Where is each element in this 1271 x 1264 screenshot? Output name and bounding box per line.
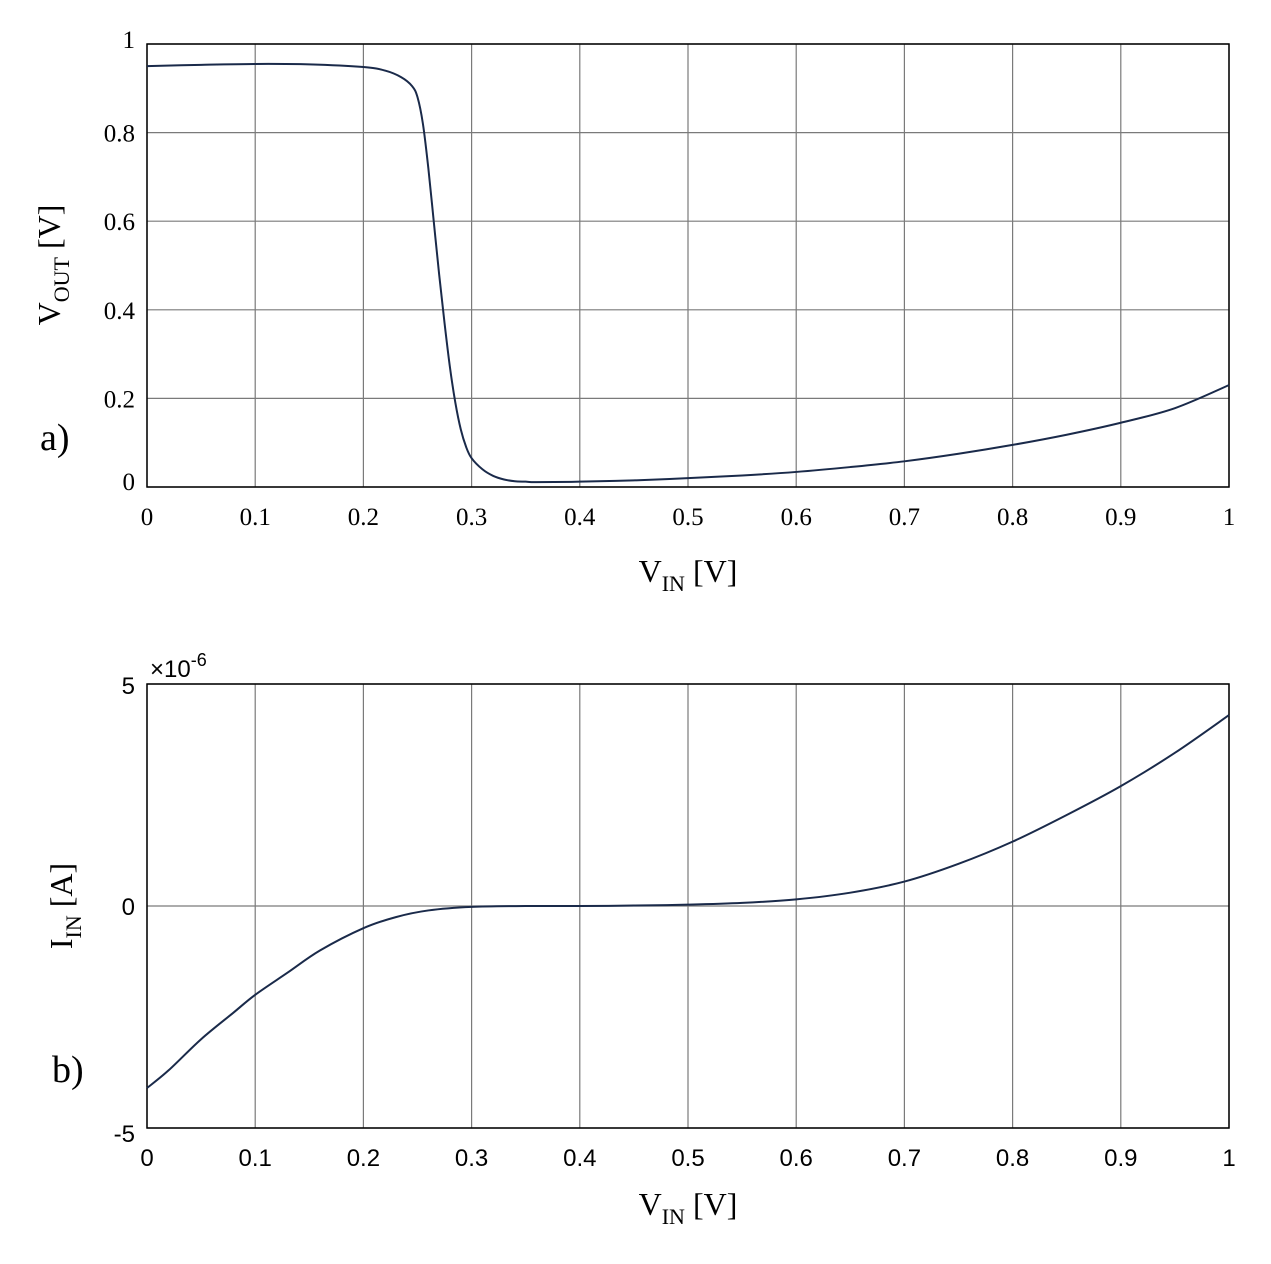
- panel-b-x-label-main: V: [639, 1186, 662, 1222]
- panel-a-label: a): [40, 417, 70, 459]
- panel-a-x-tick-label: 0.8: [997, 504, 1028, 531]
- panel-b-x-tick-label: 0.6: [780, 1145, 813, 1172]
- panel-a-x-tick-label: 0.5: [672, 504, 703, 531]
- panel-b-iin-series-line: [146, 714, 1230, 1089]
- panel-a-vout-series-line: [146, 62, 1230, 484]
- panel-b-x-tick-label: 0.1: [239, 1145, 272, 1172]
- panel-a-y-tick-label: 0.2: [104, 386, 135, 413]
- panel-b-scale-exponent: -6: [191, 650, 207, 670]
- panel-a-grid: [146, 43, 1230, 488]
- panel-a-x-tick-label: 0.1: [240, 504, 271, 531]
- panel-b-x-tick-label: 0.9: [1104, 1145, 1137, 1172]
- panel-a-x-tick-label: 0.7: [889, 504, 920, 531]
- panel-b-label: b): [52, 1049, 84, 1091]
- panel-b-x-tick-label: 0.5: [671, 1145, 704, 1172]
- panel-b-iin-chart: 0 0.1 0.2 0.3 0.4 0.5 0.6 0.7 0.8 0.9 1 -505 b) ×1…: [43, 650, 1236, 1229]
- panel-b-x-tick-label: 0.7: [888, 1145, 921, 1172]
- panel-a-y-tick-label: 0.8: [104, 121, 135, 148]
- panel-b-y-label-unit: [A]: [43, 863, 79, 915]
- panel-a-x-tick-label: 0.6: [781, 504, 812, 531]
- panel-b-y-axis-label: IIN [A]: [43, 863, 86, 949]
- panel-a-x-tick-label: 1: [1223, 504, 1236, 531]
- panel-b-x-tick-label: 0.8: [996, 1145, 1029, 1172]
- panel-a-y-label-main: V: [31, 302, 67, 325]
- panel-b-scale-base: ×10: [150, 656, 191, 683]
- panel-a-x-tick-labels: 0 0.1 0.2 0.3 0.4 0.5 0.6 0.7 0.8 0.9 1: [141, 504, 1236, 531]
- panel-a-x-label-main: V: [639, 553, 662, 589]
- panel-b-y-tick-labels: -5 0 5: [114, 673, 135, 1148]
- panel-b-x-tick-label: 0.3: [455, 1145, 488, 1172]
- panel-b-x-tick-label: 0.4: [563, 1145, 596, 1172]
- panel-a-x-tick-label: 0.2: [348, 504, 379, 531]
- panel-b-scale-factor: ×10-6: [150, 650, 207, 683]
- panel-b-x-tick-label: 0: [140, 1145, 153, 1172]
- panel-b-y-tick-label: -5: [114, 1121, 135, 1148]
- panel-a-y-tick-labels: 0 0.2 0.4 0.6 0.8 1: [104, 27, 136, 496]
- panel-b-y-label-sub: IN: [61, 915, 86, 938]
- panel-a-y-tick-label: 0.6: [104, 209, 135, 236]
- panel-b-x-tick-labels: 0 0.1 0.2 0.3 0.4 0.5 0.6 0.7 0.8 0.9 1: [140, 1145, 1235, 1172]
- panel-a-y-label-unit: [V]: [31, 205, 67, 257]
- panel-b-plot-frame: [146, 683, 1230, 1129]
- panel-a-x-label-unit: [V]: [685, 553, 737, 589]
- panel-a-x-label-sub: IN: [662, 571, 685, 596]
- panel-a-y-tick-label: 0.4: [104, 298, 136, 325]
- panel-a-x-tick-label: 0.4: [564, 504, 596, 531]
- panel-a-y-tick-label: 1: [123, 27, 136, 54]
- panel-a-plot-frame: [146, 43, 1230, 488]
- panel-a-x-tick-label: 0: [141, 504, 154, 531]
- panel-a-y-axis-label: VOUT [V]: [31, 205, 74, 326]
- panel-b-y-tick-label: 0: [122, 894, 135, 921]
- panel-a-x-axis-label: VIN [V]: [639, 553, 738, 596]
- panel-b-x-tick-label: 1: [1222, 1145, 1235, 1172]
- panel-a-y-label-sub: OUT: [49, 256, 74, 302]
- panel-b-grid: [146, 683, 1230, 1129]
- panel-b-x-label-sub: IN: [662, 1204, 685, 1229]
- panel-b-y-tick-label: 5: [122, 673, 135, 700]
- panel-a-vout-chart: 0 0.1 0.2 0.3 0.4 0.5 0.6 0.7 0.8 0.9 1 0 0.2 0.4 0.6…: [31, 27, 1235, 596]
- panel-b-x-label-unit: [V]: [685, 1186, 737, 1222]
- panel-b-y-label-main: I: [43, 938, 79, 949]
- panel-a-x-tick-label: 0.3: [456, 504, 487, 531]
- panel-a-x-tick-label: 0.9: [1105, 504, 1136, 531]
- panel-b-x-tick-label: 0.2: [347, 1145, 380, 1172]
- panel-b-x-axis-label: VIN [V]: [639, 1186, 738, 1229]
- panel-a-y-tick-label: 0: [123, 469, 136, 496]
